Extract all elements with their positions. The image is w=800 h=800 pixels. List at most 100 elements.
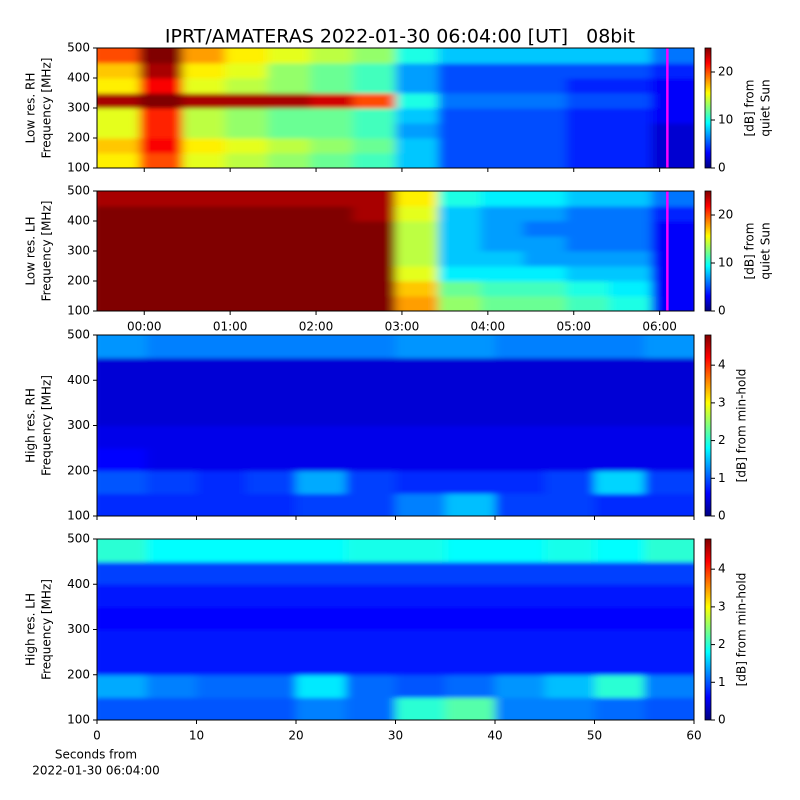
heatmap-cell [246, 470, 297, 494]
heatmap-cell [224, 93, 269, 109]
heatmap-cell [495, 561, 546, 585]
heatmap-cell [146, 674, 197, 698]
heatmap-cell [644, 584, 694, 608]
y-tick-label: 300 [67, 244, 90, 258]
x-tick-label: 00:00 [127, 320, 162, 334]
heatmap-cell [352, 48, 396, 64]
heatmap-cell [445, 584, 496, 608]
heatmap-cell [182, 123, 226, 139]
heatmap-cell [566, 63, 610, 79]
heatmap-cell [345, 335, 396, 359]
heatmap-cell [182, 153, 226, 168]
heatmap-cell [246, 674, 297, 698]
heatmap-cell [651, 206, 694, 222]
heatmap-cell [594, 493, 645, 516]
heatmap-cell [438, 153, 482, 168]
y-tick-label: 500 [67, 328, 90, 342]
heatmap-cell [495, 606, 546, 630]
heatmap-cell [267, 206, 311, 222]
heatmap-cell [267, 281, 311, 297]
heatmap-cell [352, 93, 396, 109]
heatmap-cell [544, 561, 595, 585]
heatmap-cell [224, 296, 269, 311]
heatmap-cell [196, 584, 247, 608]
heatmap-cell [523, 63, 567, 79]
x-tick-label: 04:00 [471, 320, 506, 334]
heatmap-cell [395, 357, 446, 381]
y-axis-label: High res. RH [24, 388, 38, 463]
heatmap-cell [146, 652, 197, 676]
x-tick-label: 30 [388, 729, 403, 743]
heatmap-cell [196, 697, 247, 720]
heatmap-layer [97, 48, 694, 168]
heatmap-cell [608, 221, 652, 237]
heatmap-cell [310, 63, 354, 79]
x-tick-label: 03:00 [385, 320, 420, 334]
colorbar [704, 334, 712, 517]
colorbar-tick-label: 1 [718, 675, 726, 689]
heatmap-cell [608, 138, 652, 154]
heatmap-cell [644, 470, 694, 494]
heatmap-cell [544, 674, 595, 698]
heatmap-cell [345, 584, 396, 608]
heatmap-cell [196, 425, 247, 449]
heatmap-cell [310, 93, 354, 109]
heatmap-cell [566, 296, 610, 311]
heatmap-cell [196, 652, 247, 676]
y-axis-label: Frequency [MHz] [40, 58, 54, 159]
heatmap-cell [480, 296, 524, 311]
x-tick-label: 50 [587, 729, 602, 743]
colorbar-tick-label: 3 [718, 599, 726, 613]
heatmap-cell [523, 251, 567, 267]
heatmap-cell [296, 674, 347, 698]
heatmap-cell [224, 206, 269, 222]
heatmap-cell [246, 561, 297, 585]
heatmap-cells [97, 539, 694, 720]
x-tick-label: 0 [93, 729, 101, 743]
heatmap-cell [544, 357, 595, 381]
heatmap-cell [296, 402, 347, 426]
colorbar-tick-label: 0 [718, 304, 726, 318]
heatmap-cell [267, 123, 311, 139]
heatmap-cell [296, 584, 347, 608]
x-tick-label: 01:00 [213, 320, 248, 334]
heatmap-cell [480, 78, 524, 94]
heatmap-cell [352, 236, 396, 252]
heatmap-cell [345, 448, 396, 472]
heatmap-cell [395, 652, 446, 676]
colorbar [704, 538, 712, 721]
heatmap-cell [395, 251, 439, 267]
heatmap-cell [224, 48, 269, 64]
heatmap-cell [196, 448, 247, 472]
heatmap-cell [97, 493, 148, 516]
heatmap-cell [495, 357, 546, 381]
x-tick-label: 20 [288, 729, 303, 743]
heatmap-cell [139, 191, 183, 207]
heatmap-cell [438, 191, 482, 207]
heatmap-cell [196, 561, 247, 585]
heatmap-cell [495, 335, 546, 359]
heatmap-cell [480, 93, 524, 109]
colorbar-tick-label: 4 [718, 562, 726, 576]
heatmap-cell [352, 281, 396, 297]
heatmap-cell [651, 236, 694, 252]
heatmap-cell [523, 108, 567, 124]
heatmap-layer [97, 539, 694, 720]
heatmap-cell [97, 281, 141, 297]
heatmap-cell [495, 493, 546, 516]
heatmap-cell [139, 123, 183, 139]
heatmap-cell [196, 539, 247, 563]
colorbar-tick-label: 0 [718, 161, 726, 175]
heatmap-cell [395, 629, 446, 653]
heatmap-cell [97, 606, 148, 630]
heatmap-cell [445, 539, 496, 563]
heatmap-cell [566, 206, 610, 222]
heatmap-cell [594, 652, 645, 676]
heatmap-cell [345, 470, 396, 494]
heatmap-cell [267, 236, 311, 252]
heatmap-cell [345, 561, 396, 585]
heatmap-cell [139, 206, 183, 222]
heatmap-cell [395, 236, 439, 252]
y-tick-label: 400 [67, 373, 90, 387]
heatmap-cell [97, 63, 141, 79]
